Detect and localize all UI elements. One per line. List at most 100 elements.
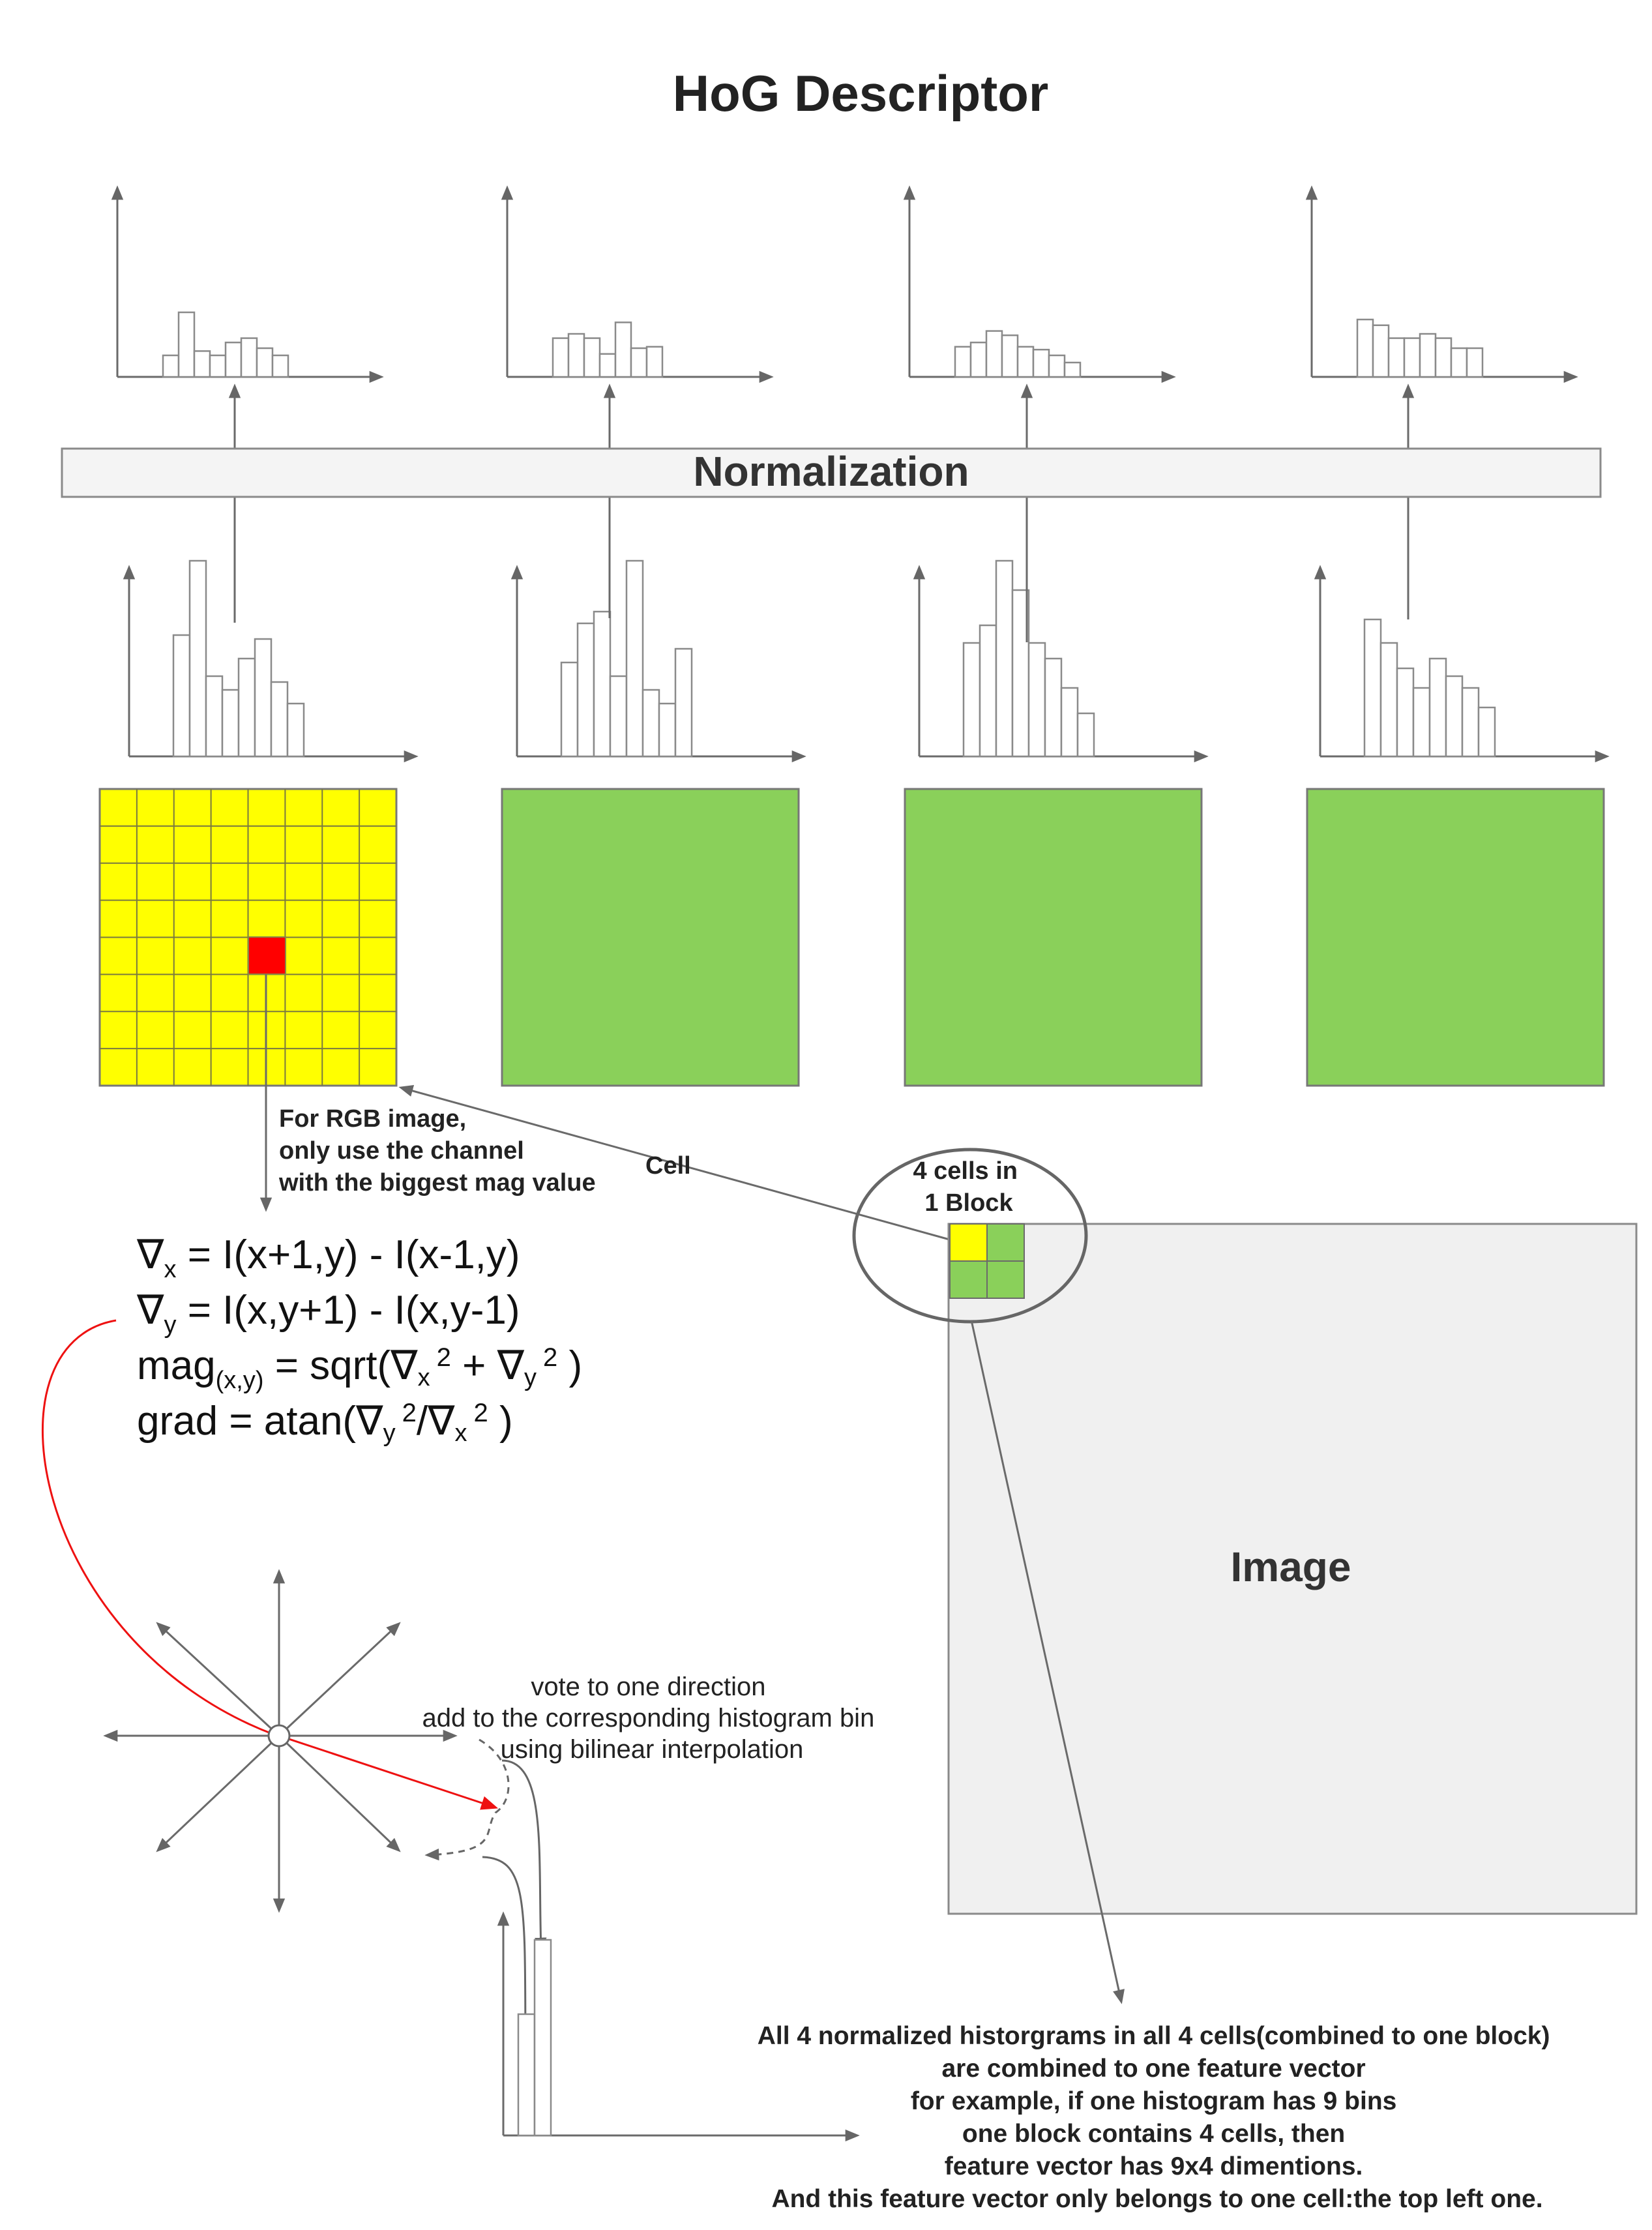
normalized-histogram-bar: [1356, 318, 1374, 378]
normalized-histogram-bar: [614, 321, 632, 378]
selected-pixel: [248, 936, 286, 975]
raw-histogram-bar: [962, 642, 981, 758]
interp-dashed-arc: [424, 1738, 510, 1861]
raw-histogram-bar: [270, 681, 289, 758]
raw-histogram-bar: [625, 559, 644, 758]
normalized-histogram-bar: [630, 347, 648, 378]
normalized-histogram-bar: [1419, 333, 1437, 378]
red-curve: [41, 1319, 274, 1736]
raw-histogram-bar: [979, 624, 997, 758]
dir-up-left: [156, 1622, 280, 1737]
diagram-title: HoG Descriptor: [673, 65, 1048, 122]
vote-bin: [533, 1939, 552, 2137]
block-label: 4 cells in 1 Block: [913, 1157, 1024, 1217]
normalization-connectors: [228, 383, 1415, 642]
vote-histogram: [497, 1911, 860, 2142]
normalized-histogram-bar: [1063, 361, 1082, 378]
raw-histogram-bar: [1428, 657, 1447, 758]
block-cell-bottom-left: [949, 1260, 988, 1299]
raw-histogram-bar: [1060, 687, 1079, 758]
normalized-histogram-bar: [1434, 337, 1453, 378]
raw-histogram-bar: [1445, 675, 1464, 758]
raw-histogram-bar: [674, 647, 693, 758]
normalization-label: Normalization: [693, 448, 969, 495]
normalized-histograms: [111, 185, 1578, 383]
to-bin-1-arrow: [482, 1856, 532, 2050]
normalized-histogram-bar: [985, 330, 1003, 378]
raw-histogram-bar: [576, 622, 595, 758]
raw-histogram-bar: [172, 634, 191, 758]
normalized-histogram-bar: [1403, 337, 1421, 378]
normalized-histogram-bar: [224, 341, 243, 378]
normalized-histogram-bar: [240, 337, 258, 378]
cell-label: Cell: [645, 1152, 691, 1180]
raw-histogram-bar: [658, 702, 677, 758]
normalized-histogram-bar: [1450, 347, 1468, 378]
raw-histogram-4: [1314, 565, 1610, 763]
normalized-histogram-bar: [209, 354, 227, 378]
gradient-formulas: ∇x = I(x+1,y) - I(x-1,y) ∇y = I(x,y+1) -…: [136, 1232, 582, 1447]
raw-histograms: [123, 559, 1610, 763]
raw-histogram-bar: [237, 657, 256, 758]
dir-down-left: [156, 1734, 280, 1852]
raw-histogram-bar: [1363, 618, 1382, 758]
cell-pixel-grid: [98, 788, 398, 1087]
normalized-histogram-bar: [954, 346, 972, 378]
normalized-histogram-1: [111, 185, 384, 383]
raw-histogram-bar: [642, 689, 660, 758]
dir-down-right: [278, 1734, 401, 1852]
image-label: Image: [1231, 1543, 1351, 1590]
cell-pointer-line: [398, 1085, 952, 1241]
normalized-histogram-bar: [177, 311, 196, 378]
raw-histogram-bar: [1477, 706, 1496, 758]
normalized-histogram-bar: [1016, 346, 1035, 378]
block-2x2: [949, 1223, 1025, 1299]
star-center: [267, 1724, 291, 1747]
normalized-histogram-4: [1305, 185, 1578, 383]
raw-histogram-bar: [995, 559, 1014, 758]
formula-grad: grad = atan(∇y2/∇x2 ): [137, 1399, 513, 1447]
raw-histogram-bar: [1027, 642, 1046, 758]
raw-histogram-3: [913, 559, 1209, 763]
normalized-histogram-bar: [1048, 354, 1066, 378]
normalized-histogram-bar: [193, 350, 211, 378]
raw-histogram-bar: [1396, 667, 1415, 758]
raw-histogram-bar: [1044, 657, 1063, 758]
normalized-histogram-bar: [1001, 334, 1019, 378]
normalized-histogram-bar: [1032, 348, 1050, 378]
formula-mag: mag(x,y) = sqrt(∇x2 + ∇y2 ): [137, 1343, 582, 1394]
raw-histogram-1: [123, 559, 419, 763]
block-magnifier-ellipse: [852, 1148, 1088, 1324]
normalized-histogram-bar: [271, 354, 289, 378]
block-to-feature-line: [970, 1320, 1125, 2004]
raw-histogram-bar: [286, 702, 305, 758]
normalization-bar: [61, 447, 1602, 498]
normalized-histogram-bar: [645, 346, 664, 378]
formula-gy: ∇y = I(x,y+1) - I(x,y-1): [136, 1288, 520, 1339]
normalized-histogram-3: [903, 185, 1176, 383]
rgb-note: For RGB image, only use the channel with…: [278, 1105, 596, 1197]
image-box: [947, 1223, 1638, 1915]
feature-note: All 4 normalized historgrams in all 4 ce…: [758, 2022, 1557, 2213]
normalized-histogram-bar: [1387, 337, 1406, 378]
vote-note: vote to one direction add to the corresp…: [422, 1672, 882, 1764]
raw-histogram-bar: [221, 689, 240, 758]
normalized-histogram-bar: [552, 337, 570, 378]
raw-histogram-bar: [1412, 687, 1431, 758]
raw-histogram-bar: [593, 610, 612, 758]
raw-histogram-bar: [254, 638, 273, 758]
block-cell-bottom-right: [986, 1260, 1025, 1299]
normalized-histogram-bar: [598, 353, 617, 378]
dir-up-right: [278, 1622, 401, 1737]
block-cell-top-left: [949, 1223, 988, 1262]
raw-histogram-bar: [1379, 642, 1398, 758]
cell-green-4: [1306, 788, 1605, 1087]
formula-gx: ∇x = I(x+1,y) - I(x-1,y): [136, 1232, 520, 1283]
block-cell-top-right: [986, 1223, 1025, 1262]
normalized-histogram-bar: [162, 354, 180, 378]
raw-histogram-bar: [188, 559, 207, 758]
orientation-star: [103, 1569, 458, 1913]
raw-histogram-bar: [1076, 712, 1095, 758]
vote-arrow-red: [278, 1734, 499, 1810]
